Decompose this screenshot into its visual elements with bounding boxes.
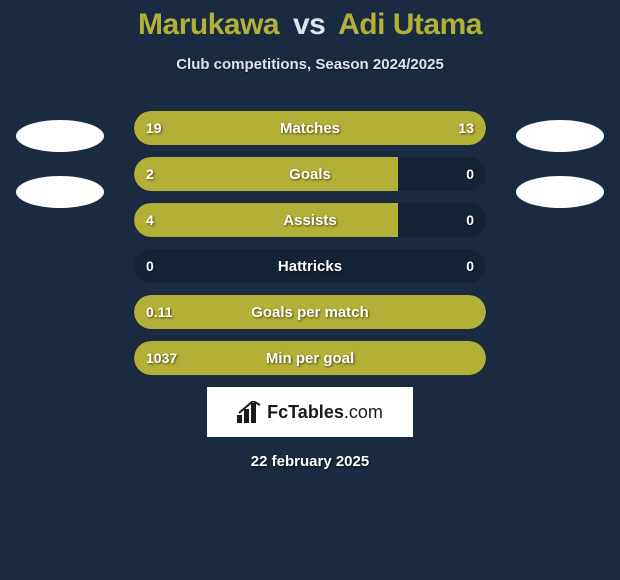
stat-value-left: 0.11 bbox=[146, 295, 172, 329]
subtitle: Club competitions, Season 2024/2025 bbox=[0, 56, 620, 73]
stat-value-left: 4 bbox=[146, 203, 154, 237]
stat-value-left: 19 bbox=[146, 111, 162, 145]
player1-avatar bbox=[16, 120, 104, 152]
stat-value-right: 0 bbox=[466, 157, 474, 191]
stat-row: Assists4 0 bbox=[134, 203, 486, 237]
logo: FcTables.com bbox=[237, 401, 383, 423]
player2-avatar bbox=[516, 120, 604, 152]
stat-row: Hattricks0 0 bbox=[134, 249, 486, 283]
stat-value-right: 13 bbox=[458, 111, 474, 145]
right-avatar-column bbox=[516, 120, 604, 208]
logo-text-dom: .com bbox=[344, 402, 383, 422]
stat-value-left: 1037 bbox=[146, 341, 177, 375]
stats-list: Matches1913Goals20Assists40Hattricks00Go… bbox=[134, 111, 486, 375]
player2-name: Adi Utama bbox=[338, 8, 482, 41]
stat-row: Min per goal1037 bbox=[134, 341, 486, 375]
footer-date: 22 february 2025 bbox=[0, 453, 620, 470]
stat-value-right: 0 bbox=[466, 249, 474, 283]
player2-club-avatar bbox=[516, 176, 604, 208]
stat-label: Hattricks bbox=[134, 249, 486, 283]
player1-name: Marukawa bbox=[138, 8, 279, 41]
fctables-logo-icon bbox=[237, 401, 263, 423]
vs-text: vs bbox=[293, 8, 325, 41]
stat-value-left: 0 bbox=[146, 249, 154, 283]
stat-row: Goals per match0.11 bbox=[134, 295, 486, 329]
stat-value-right: 0 bbox=[466, 203, 474, 237]
logo-box: FcTables.com bbox=[207, 387, 413, 437]
stat-label: Goals bbox=[134, 157, 486, 191]
stat-label: Goals per match bbox=[134, 295, 486, 329]
stat-row: Matches19 13 bbox=[134, 111, 486, 145]
stat-label: Assists bbox=[134, 203, 486, 237]
page-title: Marukawa vs Adi Utama bbox=[0, 8, 620, 42]
logo-text-main: FcTables bbox=[267, 402, 344, 422]
stat-label: Matches bbox=[134, 111, 486, 145]
stat-label: Min per goal bbox=[134, 341, 486, 375]
left-avatar-column bbox=[16, 120, 104, 208]
player1-club-avatar bbox=[16, 176, 104, 208]
logo-text: FcTables.com bbox=[267, 402, 383, 423]
stat-value-left: 2 bbox=[146, 157, 154, 191]
stat-row: Goals2 0 bbox=[134, 157, 486, 191]
comparison-card: Marukawa vs Adi Utama Club competitions,… bbox=[0, 0, 620, 470]
